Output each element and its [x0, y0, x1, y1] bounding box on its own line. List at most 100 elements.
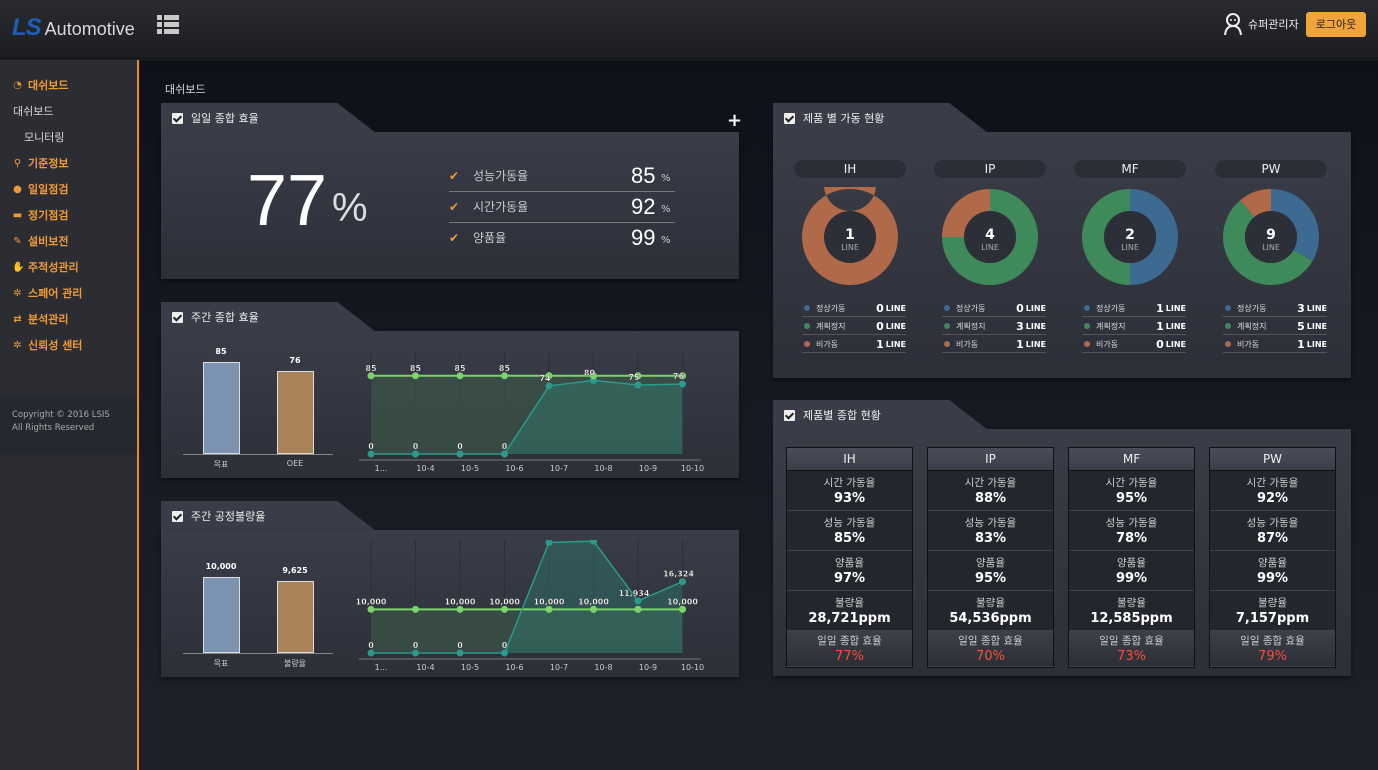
data-point[interactable] [545, 382, 553, 390]
donut-slice[interactable] [1082, 189, 1130, 285]
checkbox-icon[interactable] [172, 510, 183, 522]
checkbox-icon[interactable] [784, 409, 795, 421]
data-point[interactable] [634, 605, 642, 613]
ls-automotive-logo[interactable]: LS Automotive [12, 14, 135, 42]
data-point[interactable] [590, 605, 597, 613]
actual-area [371, 541, 683, 653]
data-label: 0 [368, 641, 374, 650]
checkbox-icon[interactable] [172, 112, 183, 124]
bar-1[interactable] [277, 371, 314, 454]
tab-product-status[interactable]: 제품 별 가동 현황 [773, 103, 988, 133]
sidebar-item-5[interactable]: ▬ 정기점검 [0, 202, 137, 228]
data-point[interactable] [501, 605, 508, 613]
data-label: 0 [413, 641, 419, 650]
donut-hole [964, 211, 1016, 263]
product-summary-title: 제품별 종합 현황 [803, 409, 881, 422]
logout-button[interactable]: 로그아웃 [1306, 12, 1366, 37]
bar-0[interactable] [203, 362, 240, 454]
menu-list-icon[interactable] [157, 15, 179, 35]
summary-value: 88% [974, 491, 1007, 506]
data-point[interactable] [456, 649, 464, 657]
sidebar-item-9[interactable]: ⇄ 분석관리 [0, 306, 137, 332]
data-point[interactable] [412, 372, 419, 380]
data-point[interactable] [679, 372, 686, 380]
bar-0[interactable] [203, 577, 240, 653]
data-point[interactable] [590, 540, 597, 545]
data-point[interactable] [412, 605, 419, 613]
product-name: IP [934, 160, 1046, 178]
data-point[interactable] [590, 372, 597, 380]
data-point[interactable] [501, 372, 508, 380]
sidebar: ◔ 대쉬보드 대쉬보드 모니터링 ⚲ 기준정보 ● 일일점검 ▬ 정기점검 ✎ 설비보전 ✋ 주적성관리 ✲… [0, 60, 139, 770]
sidebar-item-6[interactable]: ✎ 설비보전 [0, 228, 137, 254]
tab-product-summary[interactable]: 제품별 종합 현황 [773, 400, 988, 430]
data-point[interactable] [501, 450, 508, 458]
donut-slice[interactable] [1130, 189, 1178, 285]
summary-cell-time: 시간 가동율 95% [1069, 471, 1194, 511]
data-point[interactable] [545, 372, 553, 380]
legend-label: 비가동 [816, 339, 839, 349]
sidebar-subitem-1[interactable]: 대쉬보드 [0, 98, 137, 124]
data-point[interactable] [456, 450, 464, 458]
sidebar-item-7[interactable]: ✋ 주적성관리 [0, 254, 137, 280]
data-point[interactable] [456, 605, 464, 613]
donut-slice[interactable] [942, 189, 1038, 285]
data-point[interactable] [412, 649, 419, 657]
data-point[interactable] [367, 372, 375, 380]
legend-row-down: 비가동 0 LINE [1082, 336, 1186, 353]
summary-value: 83% [974, 531, 1007, 546]
sidebar-item-10[interactable]: ✲ 신뢰성 센터 [0, 332, 137, 358]
checkbox-icon[interactable] [784, 112, 795, 124]
x-tick-label: 10-9 [639, 663, 657, 672]
sidebar-item-label: 대쉬보드 [28, 79, 69, 92]
donut-slice[interactable] [1240, 189, 1271, 218]
checkbox-icon[interactable] [172, 311, 183, 323]
donut-slice[interactable] [942, 189, 990, 237]
summary-cell-time: 시간 가동율 92% [1210, 471, 1335, 511]
sidebar-item-4[interactable]: ● 일일점검 [0, 176, 137, 202]
legend-label: 계획정지 [1096, 321, 1126, 331]
sidebar-item-3[interactable]: ⚲ 기준정보 [0, 150, 137, 176]
sidebar-item-8[interactable]: ✲ 스페어 관리 [0, 280, 137, 306]
sidebar-subitem-2[interactable]: 모니터링 [0, 124, 137, 150]
check-icon: ✔ [449, 230, 460, 245]
user-info[interactable]: 슈퍼관리자 [1222, 12, 1299, 36]
data-point[interactable] [679, 605, 686, 613]
data-label: 0 [457, 442, 463, 451]
donut-unit: LINE [981, 243, 999, 252]
data-point[interactable] [367, 649, 375, 657]
donut-slice[interactable] [1271, 189, 1319, 261]
data-point[interactable] [412, 450, 419, 458]
summary-value: 12,585ppm [1090, 611, 1173, 626]
data-point[interactable] [545, 605, 553, 613]
summary-cell-defect: 불량율 12,585ppm [1069, 591, 1194, 631]
summary-value: 7,157ppm [1235, 611, 1310, 626]
add-icon[interactable]: + [727, 110, 743, 131]
donut-hole [1104, 211, 1156, 263]
legend-unit: LINE [885, 339, 906, 349]
data-point[interactable] [367, 450, 375, 458]
data-point[interactable] [634, 597, 642, 605]
tab-weekly-defect[interactable]: 주간 공정불량율 [161, 501, 376, 531]
donut-slice[interactable] [1223, 200, 1313, 285]
bar-1[interactable] [277, 581, 314, 653]
data-point[interactable] [545, 540, 553, 546]
data-point[interactable] [634, 372, 642, 380]
data-point[interactable] [634, 381, 642, 389]
sidebar-item-0[interactable]: ◔ 대쉬보드 [0, 72, 137, 98]
tab-daily-efficiency[interactable]: 일일 종합 효율 [161, 103, 376, 133]
tab-weekly-efficiency[interactable]: 주간 종합 효율 [161, 302, 376, 332]
data-point[interactable] [501, 649, 508, 657]
x-tick-label: 10-5 [461, 663, 479, 672]
data-point[interactable] [679, 578, 686, 586]
data-point[interactable] [456, 372, 464, 380]
data-point[interactable] [367, 605, 375, 613]
gear-icon: ✲ [13, 287, 22, 299]
metric-unit: % [661, 204, 671, 215]
search-icon: ⚲ [13, 157, 22, 169]
data-point[interactable] [679, 380, 686, 388]
